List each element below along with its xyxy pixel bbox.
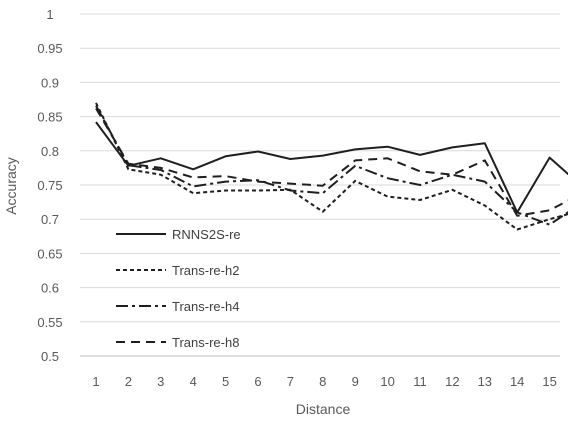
y-tick-label: 0.7 (41, 212, 59, 227)
x-tick-label: 11 (413, 374, 427, 389)
series-line-1 (95, 121, 568, 214)
x-tick-label: 3 (157, 374, 164, 389)
y-tick-label: 0.8 (41, 144, 59, 159)
y-tick-label: 0.6 (41, 281, 59, 296)
legend: RNNS2S-re Trans-re-h2 Trans-re-h4 Trans-re-… (116, 227, 241, 350)
series-line-2 (95, 102, 568, 231)
y-axis-title: Accuracy (3, 157, 19, 215)
y-tick-labels: 0.5 0.55 0.6 0.65 0.7 0.75 0.8 0.85 0.9 0.95 1 (37, 7, 62, 364)
x-tick-label: 1 (92, 374, 99, 389)
x-tick-label: 2 (125, 374, 132, 389)
series-line-4 (95, 107, 568, 217)
legend-label: Trans-re-h2 (172, 263, 239, 278)
series-line-3 (95, 105, 568, 226)
x-tick-label: 8 (319, 374, 326, 389)
y-tick-label: 0.85 (37, 110, 62, 125)
x-tick-label: 15 (542, 374, 556, 389)
y-tick-label: 0.5 (41, 349, 59, 364)
y-tick-label: 0.75 (37, 178, 62, 193)
y-tick-label: 0.95 (37, 41, 62, 56)
legend-label: RNNS2S-re (172, 227, 241, 242)
legend-label: Trans-re-h4 (172, 299, 239, 314)
x-tick-label: 7 (287, 374, 294, 389)
x-tick-label: 9 (352, 374, 359, 389)
y-tick-label: 0.65 (37, 246, 62, 261)
y-tick-label: 1 (46, 7, 53, 22)
series-layer (95, 102, 568, 231)
y-tick-label: 0.55 (37, 315, 62, 330)
x-axis-title: Distance (296, 401, 351, 417)
x-tick-label: 4 (190, 374, 197, 389)
x-tick-label: 10 (380, 374, 394, 389)
y-tick-label: 0.9 (41, 75, 59, 90)
x-tick-label: 12 (445, 374, 459, 389)
x-tick-label: 6 (254, 374, 261, 389)
x-tick-label: 14 (510, 374, 524, 389)
legend-label: Trans-re-h8 (172, 335, 239, 350)
x-tick-label: 5 (222, 374, 229, 389)
x-tick-label: 13 (478, 374, 492, 389)
